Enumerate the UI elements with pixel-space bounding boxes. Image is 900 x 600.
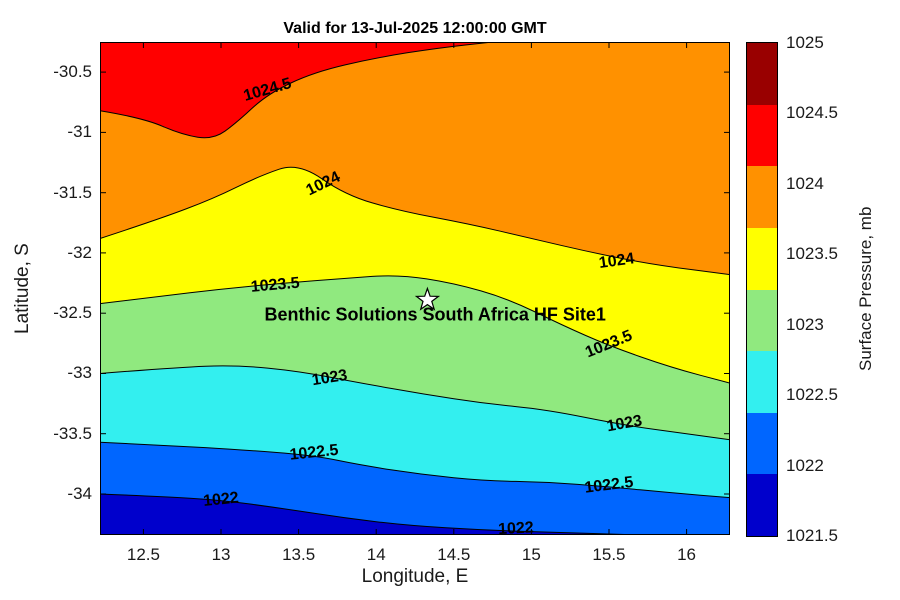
site-label: Benthic Solutions South Africa HF Site1 — [265, 304, 606, 324]
contour-line-1022 — [100, 493, 641, 535]
x-tick-label: 14.5 — [437, 545, 471, 564]
colorbar-band — [747, 227, 777, 290]
y-tick-label: -33 — [67, 363, 92, 383]
contour-line-1023.5 — [100, 275, 730, 384]
colorbar-tick-label: 1023.5 — [786, 244, 838, 264]
y-tick-label: -31 — [67, 122, 92, 142]
contour-label-1022.5: 1022.5 — [289, 442, 340, 464]
y-tick-label: -31.5 — [53, 182, 92, 202]
y-tick-label: -33.5 — [53, 423, 92, 443]
colorbar-band — [747, 43, 777, 105]
x-axis-label: Longitude, E — [361, 566, 469, 587]
colorbar-band — [747, 351, 777, 413]
x-tick-label: 13.5 — [282, 545, 316, 564]
plot-title: Valid for 13-Jul-2025 12:00:00 GMT — [283, 20, 547, 37]
y-axis-label: Latitude, S — [12, 243, 33, 334]
colorbar-tick-label: 1022.5 — [786, 385, 838, 405]
colorbar-band — [747, 289, 777, 352]
colorbar — [746, 42, 778, 537]
y-tick-label: -34 — [67, 484, 92, 504]
x-tick-label: 14 — [366, 545, 386, 564]
contour-line-1024.5 — [100, 42, 493, 139]
colorbar-band — [747, 104, 777, 167]
contour-band-1024.5 — [100, 42, 493, 138]
colorbar-band — [747, 474, 777, 536]
x-tick-label: 15 — [521, 545, 541, 564]
contour-plot: Benthic Solutions South Africa HF Site1 1… — [100, 42, 730, 535]
y-tick-label: -32 — [67, 242, 92, 262]
contour-line-1022.5 — [100, 441, 730, 499]
site-star-marker — [414, 286, 441, 311]
contour-label-1022.5: 1022.5 — [584, 474, 635, 497]
colorbar-tick-label: 1024.5 — [786, 103, 838, 123]
contour-label-1024: 1024 — [598, 250, 636, 272]
colorbar-tick-label: 1024 — [786, 173, 824, 193]
colorbar-label: Surface Pressure, mb — [856, 206, 875, 371]
colorbar-tick-label: 1025 — [786, 33, 824, 52]
contour-label-1022: 1022 — [202, 489, 239, 510]
colorbar-band — [747, 166, 777, 228]
y-tick-label: -32.5 — [53, 303, 92, 323]
x-tick-label: 16 — [677, 545, 697, 564]
colorbar-band — [747, 412, 777, 475]
contour-label-1023: 1023 — [605, 412, 643, 435]
contour-line-1024 — [100, 166, 730, 276]
axes-box — [100, 42, 730, 535]
contour-label-1023: 1023 — [311, 367, 349, 389]
colorbar-tick-label: 1021.5 — [786, 526, 838, 545]
y-tick-label: -30.5 — [53, 62, 92, 82]
x-tick-label: 12.5 — [126, 545, 160, 564]
colorbar-tick-label: 1023 — [786, 314, 824, 334]
colorbar-tick-label: 1022 — [786, 455, 824, 475]
x-tick-label: 13 — [211, 545, 231, 564]
contour-line-1023 — [100, 365, 730, 441]
contour-label-1022: 1022 — [498, 519, 535, 535]
x-tick-label: 15.5 — [592, 545, 626, 564]
contour-label-1023.5: 1023.5 — [250, 275, 300, 296]
